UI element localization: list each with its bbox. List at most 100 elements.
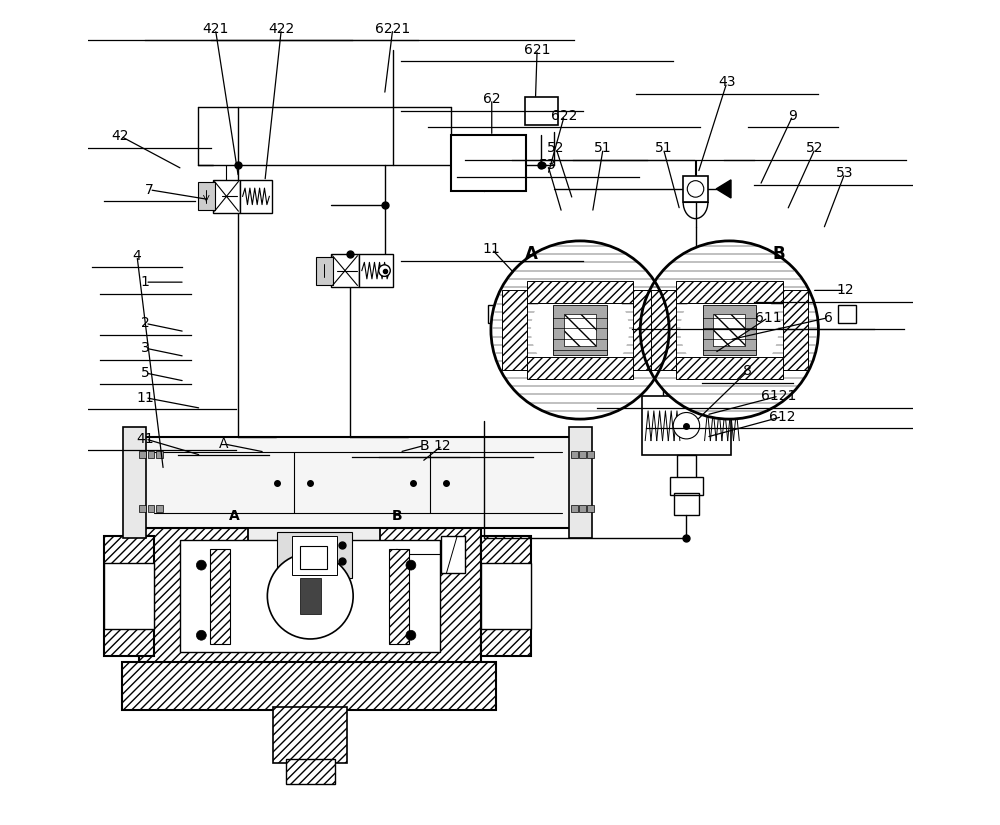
Bar [677,455,696,478]
Text: 422: 422 [268,22,294,35]
Bar [571,451,578,458]
Bar [525,97,558,125]
Wedge shape [640,241,818,419]
Bar [481,536,531,656]
Bar [286,759,335,784]
Text: A: A [219,437,228,450]
Text: A: A [525,245,537,262]
Wedge shape [680,281,778,379]
Bar [636,338,651,365]
Bar [648,336,674,367]
Bar [213,180,240,213]
Circle shape [687,181,704,197]
Bar [139,451,146,458]
Text: 11: 11 [483,243,501,256]
Bar [156,451,163,458]
Text: 6121: 6121 [761,389,797,403]
Bar [527,356,633,379]
Text: 11: 11 [136,391,154,404]
Bar [331,254,359,287]
Bar [676,281,783,304]
Bar [676,356,783,379]
Circle shape [406,560,416,570]
Text: 5: 5 [141,366,150,380]
Bar [587,451,594,458]
Circle shape [196,630,206,640]
Text: B: B [392,509,402,523]
Bar [277,532,352,578]
Circle shape [406,630,416,640]
Bar [210,549,230,644]
Text: P: P [666,323,672,332]
Polygon shape [716,180,731,198]
Text: 6221: 6221 [375,22,410,35]
Text: 53: 53 [539,158,557,172]
Circle shape [673,412,700,439]
Bar [564,314,596,346]
Text: 12: 12 [836,284,854,297]
Bar [148,451,154,458]
Circle shape [267,553,353,639]
Text: 621: 621 [524,43,550,56]
Bar [838,305,856,323]
Text: B: B [419,439,429,452]
Bar [450,135,526,191]
Text: 51: 51 [655,142,672,155]
Bar [441,536,465,573]
Wedge shape [491,241,669,419]
Text: 421: 421 [202,22,229,35]
Bar [139,505,146,512]
Circle shape [196,560,206,570]
Bar [133,437,583,528]
Bar [198,182,215,210]
Bar [674,336,706,367]
Text: 7: 7 [145,183,154,196]
Text: 62: 62 [483,92,501,106]
Bar [359,254,393,287]
Bar [389,549,409,644]
Bar [651,290,676,370]
Text: 8: 8 [743,365,752,378]
Circle shape [379,265,390,276]
Text: 41: 41 [136,432,154,446]
Text: B: B [772,245,785,262]
Text: 622: 622 [551,109,578,122]
Circle shape [392,549,402,559]
Bar [104,563,154,629]
Bar [316,257,333,285]
Text: 51: 51 [594,142,612,155]
Wedge shape [531,281,629,379]
Text: 2: 2 [141,317,150,330]
Bar [180,540,440,652]
Bar [783,290,808,370]
Text: 12: 12 [433,439,451,452]
Bar [670,477,703,495]
Text: 612: 612 [769,410,795,423]
Text: 4: 4 [133,249,141,262]
Text: 53: 53 [836,167,854,180]
Bar [527,281,633,304]
Text: A: A [229,509,240,523]
Bar [292,536,337,575]
Bar [571,505,578,512]
Text: 52: 52 [806,142,824,155]
Bar [579,451,586,458]
Bar [300,578,321,614]
Bar [642,396,731,455]
Bar [683,176,708,202]
Bar [703,305,756,355]
Bar [122,662,496,710]
Bar [481,563,531,629]
Bar [502,290,527,370]
Text: 3: 3 [141,342,150,355]
Bar [240,180,272,213]
Bar [488,305,506,323]
Text: 611: 611 [755,311,781,324]
Bar [674,493,699,515]
Bar [553,305,607,355]
Bar [569,427,592,538]
Bar [579,505,586,512]
Bar [156,505,163,512]
Bar [104,536,154,656]
Text: 9: 9 [788,109,797,122]
